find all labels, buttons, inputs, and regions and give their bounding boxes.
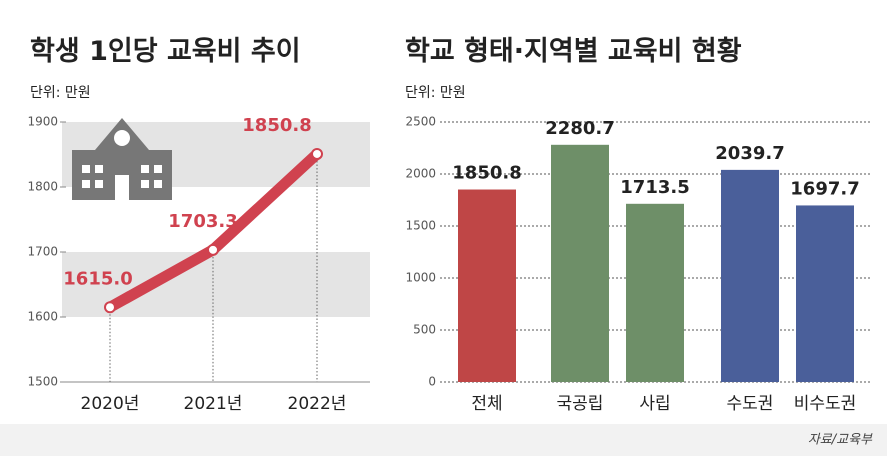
x-tick-label: 2022년 xyxy=(288,394,347,414)
value-label: 1697.7 xyxy=(790,178,859,199)
value-label: 1615.0 xyxy=(63,268,132,289)
y-tick-label: 1800 xyxy=(27,180,58,194)
y-tick-label: 2000 xyxy=(405,167,436,181)
y-tick-label: 1500 xyxy=(27,375,58,389)
value-label: 1713.5 xyxy=(620,177,689,198)
x-tick-label: 국공립 xyxy=(557,394,604,414)
bar xyxy=(796,205,854,382)
value-label: 1850.8 xyxy=(452,163,521,184)
x-tick-label: 비수도권 xyxy=(794,394,857,414)
y-tick-label: 1000 xyxy=(405,271,436,285)
bar xyxy=(458,189,516,382)
y-tick-label: 0 xyxy=(428,375,436,389)
bar xyxy=(626,203,684,382)
value-label: 1850.8 xyxy=(242,115,311,136)
x-tick-label: 2020년 xyxy=(81,394,140,414)
point xyxy=(104,301,116,314)
unit-label: 단위: 만원 xyxy=(405,85,466,101)
value-label: 2280.7 xyxy=(545,118,614,139)
y-tick-label: 1900 xyxy=(27,115,58,129)
y-tick-label: 2500 xyxy=(405,115,436,129)
unit-label: 단위: 만원 xyxy=(30,85,91,101)
y-tick-label: 500 xyxy=(413,323,436,337)
x-tick-label: 2021년 xyxy=(184,394,243,414)
value-label: 2039.7 xyxy=(715,143,784,164)
chart-title: 학교 형태·지역별 교육비 현황 xyxy=(405,36,742,67)
x-tick-label: 사립 xyxy=(639,394,670,414)
x-tick-label: 전체 xyxy=(471,394,502,414)
source: 자료/교육부 xyxy=(808,433,873,448)
point xyxy=(207,243,219,256)
school-icon xyxy=(72,118,172,200)
point xyxy=(311,147,323,160)
footer-bg xyxy=(0,424,887,456)
bar xyxy=(721,169,779,382)
value-label: 1703.3 xyxy=(168,211,237,232)
y-tick-label: 1600 xyxy=(27,310,58,324)
x-tick-label: 수도권 xyxy=(727,394,774,414)
y-tick-label: 1500 xyxy=(405,219,436,233)
y-tick-label: 1700 xyxy=(27,245,58,259)
bar xyxy=(551,144,609,382)
chart-title: 학생 1인당 교육비 추이 xyxy=(30,36,301,67)
